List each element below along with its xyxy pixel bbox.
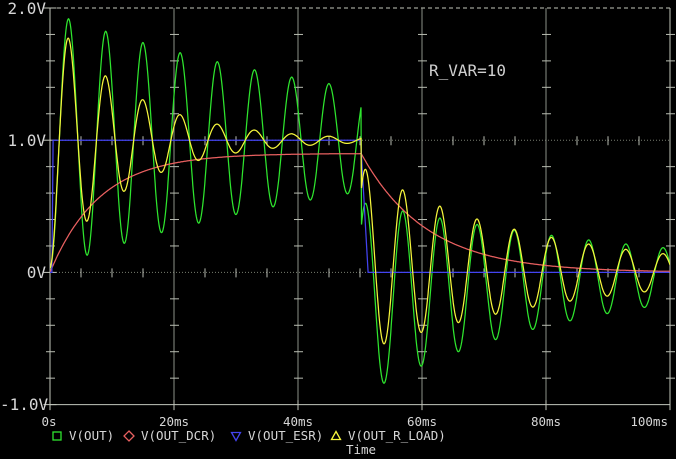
legend-label-v-out-r-load: V(OUT_R_LOAD) (348, 428, 446, 443)
x-axis-label-100ms: 100ms (630, 414, 668, 429)
legend-label-v-out-esr: V(OUT_ESR) (248, 428, 324, 443)
y-axis-label-1v: 1.0V (7, 130, 46, 150)
legend-marker-diamond-icon (123, 430, 135, 442)
x-axis-label-20ms: 20ms (158, 414, 190, 429)
y-axis-label-0v: 0V (26, 262, 46, 282)
legend-item-v-out-r-load: V(OUT_R_LOAD) (330, 429, 446, 443)
annotation-r-var: R_VAR=10 (429, 61, 507, 80)
trace-layer (50, 18, 670, 384)
legend-item-v-out-dcr: V(OUT_DCR) (123, 429, 216, 443)
legend-item-v-out: V(OUT) (51, 429, 114, 443)
x-axis-label-40ms: 40ms (282, 414, 314, 429)
legend-marker-square-icon (52, 431, 62, 441)
x-axis-label-60ms: 60ms (406, 414, 438, 429)
legend-marker-triangle-down-icon (230, 431, 242, 442)
legend-item-v-out-esr: V(OUT_ESR) (230, 429, 323, 443)
y-axis-label-neg1v: -1.0V (0, 395, 49, 414)
legend-marker-triangle-up-icon (330, 430, 342, 441)
x-axis-title: Time (345, 442, 377, 457)
x-axis-label-80ms: 80ms (530, 414, 562, 429)
legend-label-v-out: V(OUT) (69, 428, 115, 443)
x-axis-label-0s: 0s (41, 414, 57, 429)
y-axis-label-2v: 2.0V (7, 0, 46, 18)
legend-label-v-out-dcr: V(OUT_DCR) (141, 428, 217, 443)
